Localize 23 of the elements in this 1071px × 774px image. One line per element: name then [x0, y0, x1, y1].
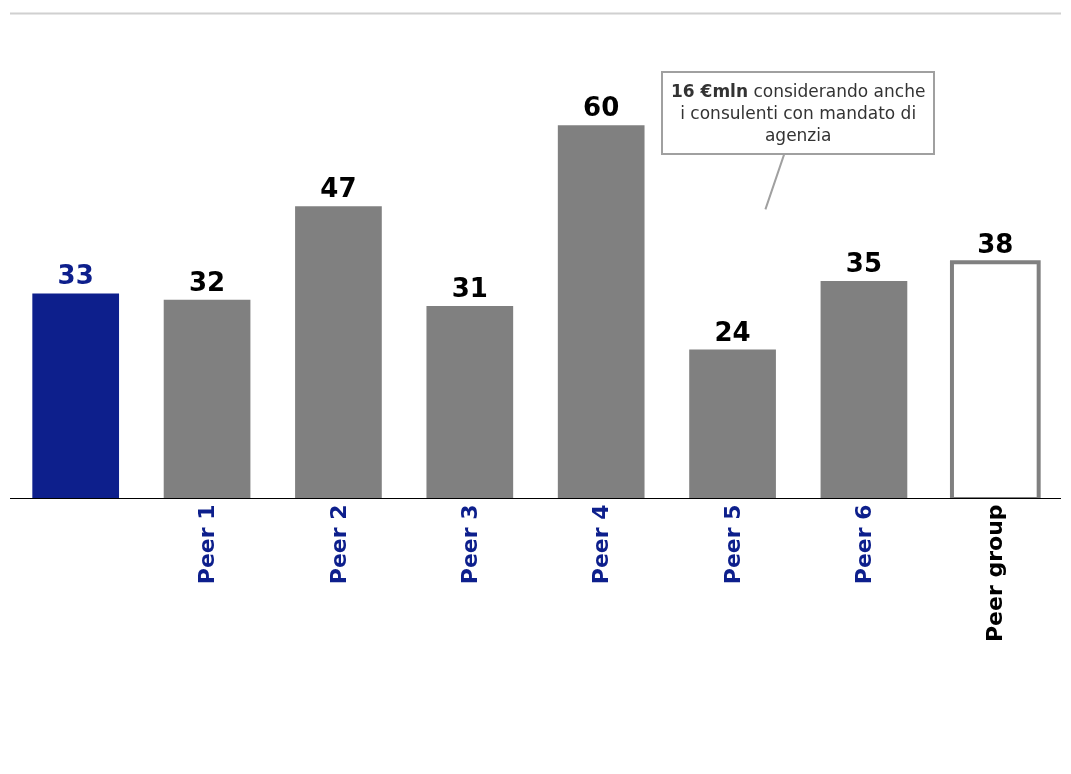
bar — [32, 293, 120, 499]
data-label: 47 — [320, 173, 357, 204]
bar — [689, 349, 776, 499]
annotation: 16 €mln considerando anche i consulenti con mandato di agenzia — [671, 81, 926, 146]
x-tick-label: Peer 3 — [456, 504, 482, 585]
x-tick-label: Peer 4 — [588, 504, 614, 585]
x-tick-label: Peer 6 — [851, 504, 877, 585]
data-label: 60 — [583, 92, 620, 123]
data-label: 24 — [714, 316, 751, 347]
x-tick-label: Peer 5 — [719, 504, 745, 585]
data-label: 38 — [977, 229, 1014, 260]
data-label: 35 — [845, 248, 883, 279]
bar — [557, 125, 645, 499]
x-tick-label: Peer 2 — [325, 504, 351, 585]
data-label: 31 — [451, 272, 488, 303]
bar — [426, 305, 514, 499]
data-label: 33 — [57, 260, 94, 291]
bar — [163, 299, 251, 499]
bar — [820, 281, 908, 499]
data-label: 32 — [188, 266, 226, 297]
x-tick-label: Peer group — [982, 504, 1008, 643]
bar — [295, 206, 382, 499]
x-tick-label: Peer 1 — [194, 504, 220, 585]
